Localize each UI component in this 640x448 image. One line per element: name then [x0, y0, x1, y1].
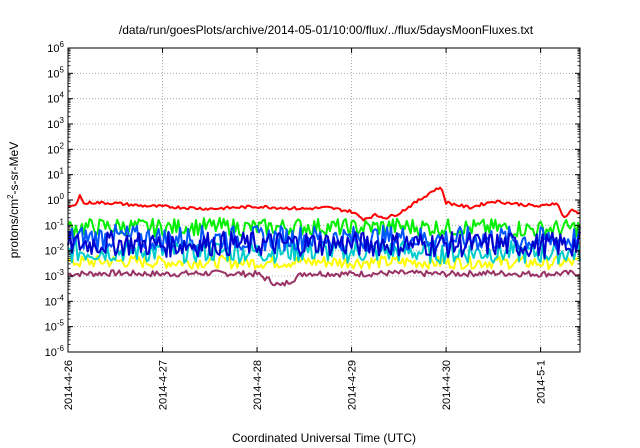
x-tick-label: 2014-4-26: [63, 360, 75, 410]
series-line-6: [67, 269, 581, 287]
series-layer: [67, 186, 581, 287]
y-tick-label: 100: [47, 192, 64, 207]
y-axis-label-part1: protons/cm: [7, 199, 21, 258]
y-tick-label: 10-3: [45, 268, 65, 283]
y-tick-label: 10-2: [45, 243, 65, 258]
y-tick-label: 103: [47, 116, 64, 131]
x-axis-label: Coordinated Universal Time (UTC): [232, 431, 416, 445]
y-tick-label: 10-6: [45, 344, 65, 359]
x-tick-label: 2014-4-28: [252, 360, 264, 410]
y-tick-label: 106: [47, 40, 64, 55]
y-tick-label: 104: [47, 91, 64, 106]
series-line-1: [67, 217, 581, 239]
x-tick-label: 2014-4-27: [158, 360, 170, 410]
y-axis-label-sup: 2: [6, 194, 15, 199]
y-tick-label: 10-1: [45, 217, 65, 232]
y-tick-label: 105: [47, 65, 64, 80]
y-tick-label: 10-4: [45, 293, 65, 308]
x-tick-label: 2014-4-29: [347, 360, 359, 410]
grid-lines: [67, 48, 580, 352]
y-tick-label: 10-5: [45, 319, 65, 334]
y-tick-label: 102: [47, 141, 64, 156]
series-line-0: [67, 186, 581, 222]
series-line-3: [67, 229, 581, 259]
y-axis-label: protons/cm2-s-sr-MeV: [6, 142, 21, 258]
y-axis-label-part2: -s-sr-MeV: [7, 142, 21, 195]
y-tick-label: 101: [47, 167, 64, 182]
axes: 10-6 10-5 10-4 10-3 10-2 10-1 100 101 102 103 104 1…: [45, 40, 580, 410]
x-tick-label: 2014-5-1: [536, 360, 548, 404]
chart-title: /data/run/goesPlots/archive/2014-05-01/1…: [119, 23, 534, 37]
x-tick-label: 2014-4-30: [441, 360, 453, 410]
